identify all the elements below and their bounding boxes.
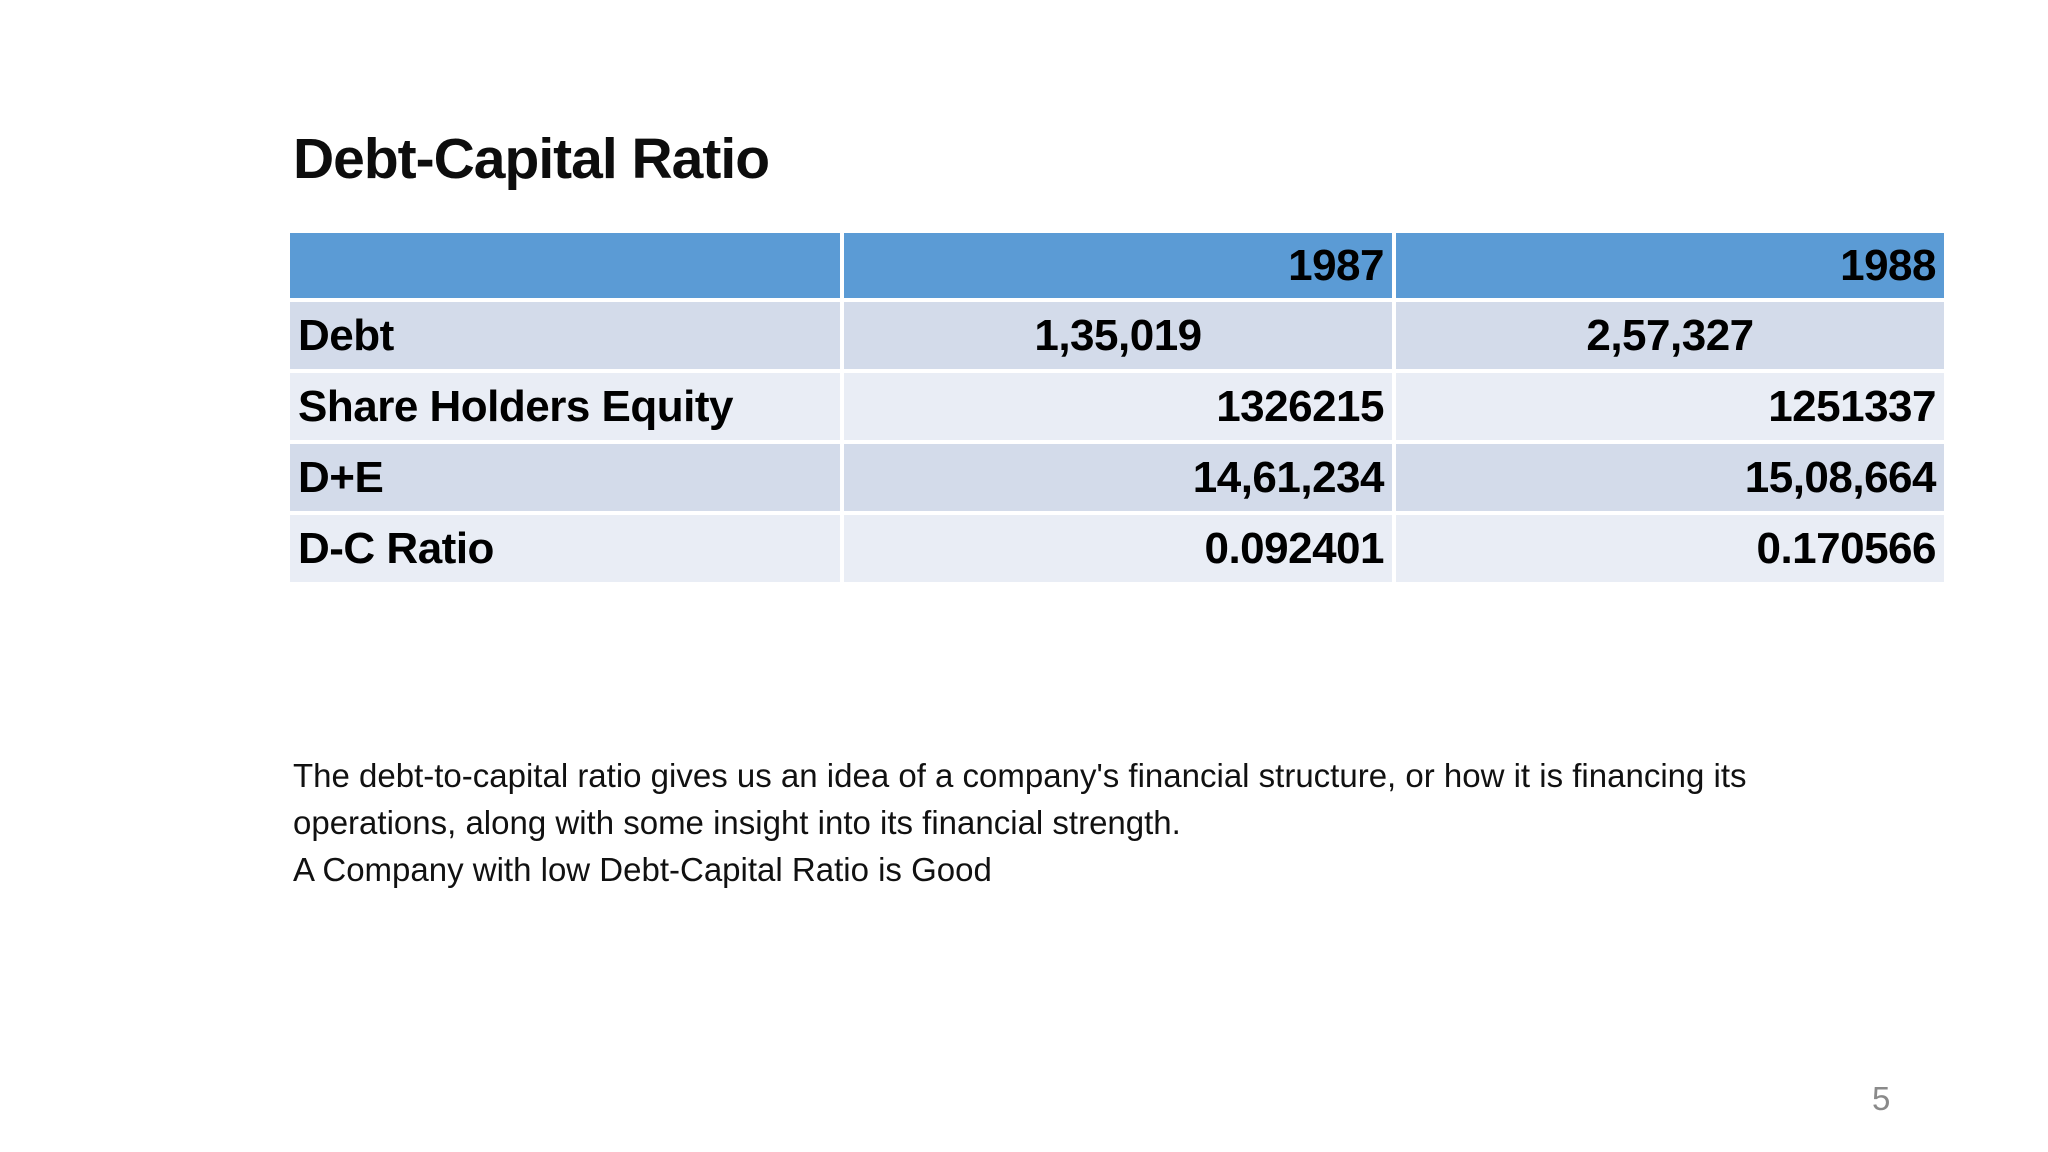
header-cell-1987: 1987 bbox=[840, 229, 1396, 302]
table-row-debt: Debt 1,35,019 2,57,327 bbox=[286, 298, 1948, 373]
row-label-debt: Debt bbox=[286, 298, 844, 373]
table-row-dc-ratio: D-C Ratio 0.092401 0.170566 bbox=[286, 511, 1948, 586]
description-text: The debt-to-capital ratio gives us an id… bbox=[293, 752, 1747, 893]
table-row-shareholders-equity: Share Holders Equity 1326215 1251337 bbox=[286, 369, 1948, 444]
cell-dcratio-1988: 0.170566 bbox=[1392, 511, 1948, 586]
table-row-d-plus-e: D+E 14,61,234 15,08,664 bbox=[286, 440, 1948, 515]
header-cell-empty bbox=[286, 229, 844, 302]
slide-title: Debt-Capital Ratio bbox=[293, 127, 770, 191]
cell-equity-1987: 1326215 bbox=[840, 369, 1396, 444]
cell-dpluse-1987: 14,61,234 bbox=[840, 440, 1396, 515]
page-number: 5 bbox=[1872, 1080, 1891, 1117]
cell-dcratio-1987: 0.092401 bbox=[840, 511, 1396, 586]
description-line-2: operations, along with some insight into… bbox=[293, 804, 1181, 841]
row-label-dc-ratio: D-C Ratio bbox=[286, 511, 844, 586]
cell-debt-1987: 1,35,019 bbox=[840, 298, 1396, 373]
cell-dpluse-1988: 15,08,664 bbox=[1392, 440, 1948, 515]
cell-equity-1988: 1251337 bbox=[1392, 369, 1948, 444]
row-label-shareholders-equity: Share Holders Equity bbox=[286, 369, 844, 444]
table-header-row: 1987 1988 bbox=[286, 229, 1948, 302]
header-cell-1988: 1988 bbox=[1392, 229, 1948, 302]
description-line-1: The debt-to-capital ratio gives us an id… bbox=[293, 757, 1747, 794]
row-label-d-plus-e: D+E bbox=[286, 440, 844, 515]
description-line-3: A Company with low Debt-Capital Ratio is… bbox=[293, 851, 992, 888]
cell-debt-1988: 2,57,327 bbox=[1392, 298, 1948, 373]
debt-capital-table: 1987 1988 Debt 1,35,019 2,57,327 Share H… bbox=[286, 229, 1948, 586]
